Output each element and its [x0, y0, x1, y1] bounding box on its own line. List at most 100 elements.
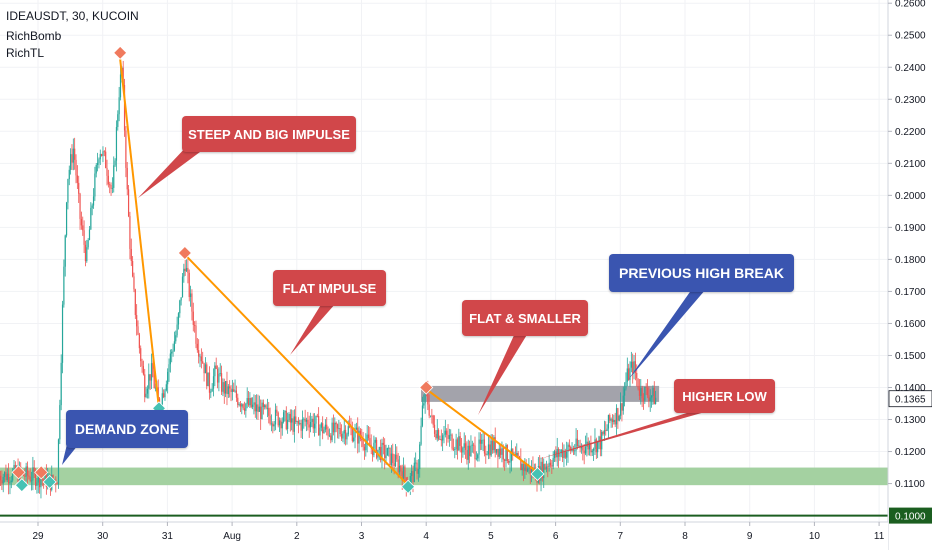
candle-body	[141, 361, 143, 367]
candle-body	[218, 373, 220, 383]
candle-body	[288, 413, 290, 420]
candle-body	[613, 419, 615, 422]
candle-body	[75, 159, 77, 176]
candle-body	[233, 389, 235, 392]
candle-body	[626, 368, 628, 382]
indicator-richbomb[interactable]: RichBomb	[6, 29, 62, 43]
candle-body	[362, 440, 364, 447]
candle-body	[424, 389, 426, 404]
candle-body	[500, 448, 502, 455]
candle-body	[243, 408, 246, 411]
candle-body	[270, 423, 273, 425]
candle-body	[505, 444, 507, 461]
candle-body	[609, 415, 611, 421]
candle-body	[485, 453, 487, 455]
candle-body	[250, 398, 252, 407]
candle-body	[543, 464, 545, 479]
candle-body	[326, 424, 328, 430]
candle-body	[466, 449, 468, 460]
candle-body	[227, 386, 229, 395]
candle-body	[67, 179, 69, 203]
candle-body	[168, 364, 170, 372]
callout-flat-impulse: FLAT IMPULSE	[273, 270, 386, 306]
candle-body	[398, 465, 401, 473]
candle-body	[460, 445, 463, 453]
candle-body	[493, 437, 495, 451]
candle-body	[28, 475, 30, 477]
candle-body	[59, 405, 61, 440]
candle-body	[32, 467, 34, 481]
candle-body	[469, 445, 471, 457]
candle-body	[374, 439, 376, 443]
pivot-low-marker	[530, 466, 545, 482]
candle-body	[237, 397, 239, 405]
candle-body	[343, 429, 345, 434]
candle-body	[452, 448, 455, 450]
y-tick-label: 0.1400	[895, 383, 926, 394]
candle-body	[624, 388, 626, 396]
candle-body	[401, 471, 403, 481]
candle-body	[330, 435, 332, 441]
y-tick-label: 0.2200	[895, 127, 926, 138]
candle-body	[41, 479, 43, 481]
pointer-higher-low	[536, 412, 705, 460]
candle-body	[316, 415, 318, 417]
candle-body	[234, 390, 236, 392]
pivot-high-marker	[34, 465, 49, 480]
candle-body	[223, 382, 225, 394]
y-tick-label: 0.1700	[895, 287, 926, 298]
candle-body	[105, 151, 107, 168]
candle-body	[150, 363, 153, 381]
candle-body	[161, 393, 163, 408]
candle-body	[180, 297, 182, 301]
candle-body	[572, 448, 574, 452]
candle-body	[638, 388, 641, 396]
candle-body	[163, 393, 165, 398]
candle-body	[637, 378, 639, 389]
candle-body	[548, 462, 550, 468]
x-tick-label: 8	[682, 531, 688, 542]
candle-body	[266, 407, 269, 409]
candle-body	[652, 387, 654, 396]
candle-body	[144, 374, 146, 398]
candle-body	[346, 434, 348, 440]
candle-body	[262, 402, 264, 408]
candle-body	[199, 356, 201, 358]
candle-body	[473, 444, 475, 446]
candle-body	[595, 439, 597, 453]
candle-body	[173, 341, 176, 351]
candle-body	[640, 387, 642, 396]
candle-body	[3, 472, 6, 477]
x-tick-label: 31	[162, 531, 174, 542]
candle-body	[12, 471, 14, 481]
candle-body	[358, 430, 360, 444]
candle-body	[455, 439, 457, 450]
candle-body	[64, 235, 66, 267]
y-tick-label: 0.2600	[895, 0, 926, 10]
candle-body	[385, 455, 387, 459]
pivot-high-marker	[419, 380, 434, 395]
candle-body	[210, 391, 212, 393]
candle-body	[570, 446, 572, 451]
candle-body	[429, 415, 432, 417]
y-axis-panel	[888, 0, 932, 550]
candle-body	[140, 348, 142, 362]
candle-body	[536, 480, 538, 483]
candle-body	[580, 446, 583, 449]
x-tick-label: 10	[809, 531, 821, 542]
candle-body	[602, 431, 604, 435]
candle-body	[152, 363, 154, 378]
candle-body	[518, 456, 521, 459]
candle-body	[351, 428, 353, 442]
candle-body	[628, 368, 630, 381]
candle-body	[132, 261, 134, 277]
candle-body	[260, 406, 262, 420]
candle-body	[649, 397, 651, 401]
candle-body	[92, 196, 95, 206]
indicator-richtl[interactable]: RichTL	[6, 46, 45, 60]
candle-body	[88, 229, 91, 240]
candle-body	[274, 409, 277, 425]
candle-body	[277, 412, 279, 426]
candle-body	[269, 415, 271, 424]
candle-body	[564, 450, 566, 458]
